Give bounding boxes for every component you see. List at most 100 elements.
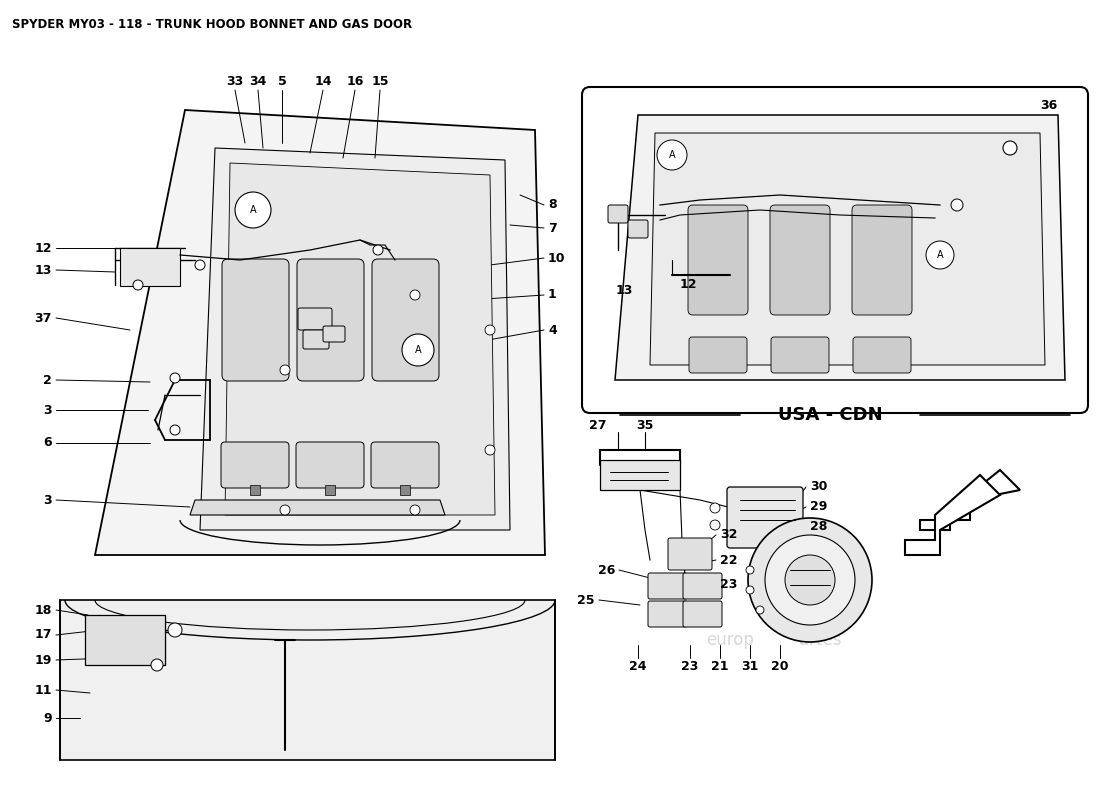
FancyBboxPatch shape: [648, 601, 688, 627]
FancyBboxPatch shape: [727, 487, 803, 548]
Text: 14: 14: [315, 75, 332, 88]
FancyBboxPatch shape: [222, 259, 289, 381]
Text: 17: 17: [34, 629, 52, 642]
Text: 22: 22: [720, 554, 737, 566]
Text: 21: 21: [712, 660, 728, 673]
Text: 23: 23: [681, 660, 698, 673]
Text: 15: 15: [372, 75, 388, 88]
Text: artes: artes: [799, 631, 842, 649]
Polygon shape: [95, 110, 544, 555]
Text: 12: 12: [680, 278, 697, 291]
Text: 25: 25: [578, 594, 595, 606]
Text: 3: 3: [43, 494, 52, 506]
FancyBboxPatch shape: [250, 485, 260, 495]
Circle shape: [746, 586, 754, 594]
FancyBboxPatch shape: [302, 330, 329, 349]
Text: 19: 19: [34, 654, 52, 666]
Polygon shape: [650, 133, 1045, 365]
Circle shape: [235, 192, 271, 228]
Circle shape: [926, 241, 954, 269]
Circle shape: [785, 555, 835, 605]
Text: 13: 13: [616, 283, 632, 297]
Text: 26: 26: [597, 563, 615, 577]
Polygon shape: [60, 600, 556, 760]
FancyBboxPatch shape: [221, 442, 289, 488]
FancyBboxPatch shape: [683, 601, 722, 627]
FancyBboxPatch shape: [323, 326, 345, 342]
FancyBboxPatch shape: [85, 615, 165, 665]
Text: A: A: [937, 250, 944, 260]
FancyBboxPatch shape: [298, 308, 332, 330]
Text: europ: europ: [209, 351, 261, 369]
Circle shape: [485, 325, 495, 335]
Text: A: A: [415, 345, 421, 355]
Text: 4: 4: [548, 323, 557, 337]
FancyBboxPatch shape: [852, 337, 911, 373]
FancyBboxPatch shape: [120, 248, 180, 286]
FancyBboxPatch shape: [852, 205, 912, 315]
Text: 3: 3: [43, 403, 52, 417]
Polygon shape: [905, 475, 1000, 555]
Text: 35: 35: [636, 419, 653, 432]
Text: SPYDER MY03 - 118 - TRUNK HOOD BONNET AND GAS DOOR: SPYDER MY03 - 118 - TRUNK HOOD BONNET AN…: [12, 18, 412, 31]
Circle shape: [168, 623, 182, 637]
FancyBboxPatch shape: [324, 485, 336, 495]
FancyBboxPatch shape: [689, 337, 747, 373]
Text: europ: europ: [213, 676, 266, 694]
Text: 6: 6: [43, 437, 52, 450]
FancyBboxPatch shape: [688, 205, 748, 315]
Circle shape: [151, 659, 163, 671]
Text: 23: 23: [720, 578, 737, 591]
Text: 13: 13: [34, 263, 52, 277]
Text: 37: 37: [34, 311, 52, 325]
Text: A: A: [669, 150, 675, 160]
FancyBboxPatch shape: [608, 205, 628, 223]
Text: 11: 11: [34, 683, 52, 697]
Text: 16: 16: [346, 75, 364, 88]
Polygon shape: [226, 163, 495, 515]
FancyBboxPatch shape: [582, 87, 1088, 413]
FancyBboxPatch shape: [371, 442, 439, 488]
FancyBboxPatch shape: [628, 220, 648, 238]
FancyBboxPatch shape: [648, 573, 688, 599]
Text: 5: 5: [277, 75, 286, 88]
Text: 36: 36: [1040, 99, 1057, 112]
Text: 7: 7: [548, 222, 557, 234]
Polygon shape: [615, 115, 1065, 380]
Text: artes: artes: [212, 481, 258, 499]
FancyBboxPatch shape: [770, 205, 830, 315]
Text: 1: 1: [548, 289, 557, 302]
Text: 9: 9: [43, 711, 52, 725]
Text: 18: 18: [34, 603, 52, 617]
Circle shape: [485, 445, 495, 455]
Text: USA - CDN: USA - CDN: [778, 406, 882, 424]
Text: 32: 32: [720, 529, 737, 542]
Circle shape: [748, 518, 872, 642]
FancyBboxPatch shape: [297, 259, 364, 381]
FancyBboxPatch shape: [668, 538, 712, 570]
Text: 34: 34: [250, 75, 266, 88]
FancyBboxPatch shape: [296, 442, 364, 488]
Circle shape: [373, 245, 383, 255]
Circle shape: [170, 373, 180, 383]
Text: 10: 10: [548, 251, 565, 265]
Circle shape: [410, 290, 420, 300]
FancyBboxPatch shape: [372, 259, 439, 381]
FancyBboxPatch shape: [400, 485, 410, 495]
Text: 20: 20: [771, 660, 789, 673]
Circle shape: [1003, 141, 1018, 155]
Circle shape: [195, 260, 205, 270]
Circle shape: [746, 566, 754, 574]
Circle shape: [280, 505, 290, 515]
Text: 27: 27: [590, 419, 607, 432]
Text: artes: artes: [880, 322, 920, 338]
Text: 12: 12: [34, 242, 52, 254]
Text: artes: artes: [356, 676, 403, 694]
Text: 31: 31: [741, 660, 759, 673]
Text: 33: 33: [227, 75, 243, 88]
Polygon shape: [190, 500, 446, 515]
FancyBboxPatch shape: [771, 337, 829, 373]
Circle shape: [280, 365, 290, 375]
Circle shape: [710, 520, 720, 530]
Circle shape: [170, 425, 180, 435]
